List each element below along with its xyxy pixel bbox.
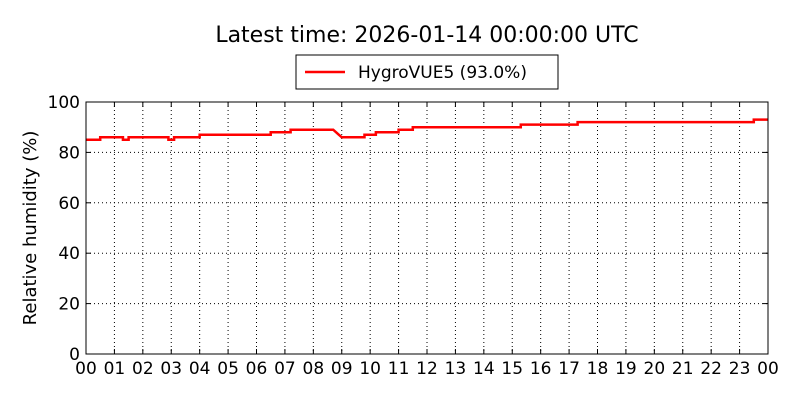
y-tick-label: 100 (48, 93, 80, 113)
x-tick-label: 09 (331, 359, 353, 379)
x-tick-label: 18 (587, 359, 609, 379)
x-tick-label: 21 (672, 359, 694, 379)
y-tick-label: 0 (69, 345, 80, 365)
y-tick-label: 60 (58, 194, 80, 214)
x-tick-label: 23 (729, 359, 751, 379)
x-tick-label: 07 (274, 359, 296, 379)
legend-label: HygroVUE5 (93.0%) (358, 63, 527, 83)
x-tick-label: 11 (388, 359, 410, 379)
x-tick-label: 00 (75, 359, 97, 379)
y-axis-label: Relative humidity (%) (20, 131, 41, 326)
y-tick-label: 20 (58, 295, 80, 315)
x-tick-label: 14 (473, 359, 495, 379)
x-tick-label: 19 (615, 359, 637, 379)
x-tick-label: 10 (359, 359, 381, 379)
y-tick-label: 80 (58, 143, 80, 163)
x-tick-label: 03 (160, 359, 182, 379)
x-tick-label: 20 (644, 359, 666, 379)
x-tick-label: 12 (416, 359, 438, 379)
x-tick-label: 22 (700, 359, 722, 379)
x-tick-label: 05 (217, 359, 239, 379)
x-tick-label: 01 (104, 359, 126, 379)
x-tick-label: 15 (501, 359, 523, 379)
x-tick-label: 00 (757, 359, 779, 379)
x-tick-label: 08 (303, 359, 325, 379)
chart-title: Latest time: 2026-01-14 00:00:00 UTC (215, 23, 638, 48)
x-tick-label: 17 (558, 359, 580, 379)
plot-frame (85, 101, 769, 355)
x-tick-label: 02 (132, 359, 154, 379)
y-tick-label: 40 (58, 244, 80, 264)
x-tick-label: 13 (445, 359, 467, 379)
data-line (86, 118, 768, 142)
x-tick-label: 04 (189, 359, 211, 379)
x-tick-label: 06 (246, 359, 268, 379)
x-tick-label: 16 (530, 359, 552, 379)
